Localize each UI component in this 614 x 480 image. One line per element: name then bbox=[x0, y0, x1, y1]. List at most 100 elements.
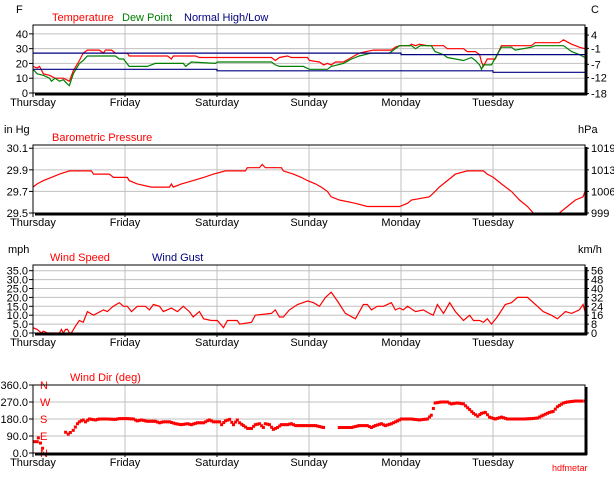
wind-right-unit: km/h bbox=[578, 244, 602, 256]
wind-dir-point bbox=[428, 415, 432, 419]
wind-dir-point bbox=[526, 417, 529, 421]
wind-dir-point bbox=[314, 424, 318, 428]
wind-dir-point bbox=[580, 399, 584, 403]
wind-dir-point bbox=[206, 419, 210, 423]
wind-dir-point bbox=[189, 423, 193, 427]
wind-dir-point bbox=[365, 424, 369, 428]
wind-dir-point bbox=[127, 417, 131, 421]
x-tick-label: Saturday bbox=[195, 97, 240, 109]
wind-dir-point bbox=[194, 421, 198, 425]
wind-dir-point bbox=[147, 419, 151, 423]
temp-left-unit: F bbox=[16, 4, 23, 16]
x-tick-label: Saturday bbox=[195, 457, 240, 469]
wind-dir-point bbox=[276, 426, 280, 429]
wind-dir-point bbox=[408, 417, 412, 421]
y-tick-label: 90.0 bbox=[7, 431, 28, 443]
x-tick-label: Sunday bbox=[290, 217, 328, 229]
x-tick-label: Tuesday bbox=[472, 337, 514, 349]
right-y-tick-label: -7 bbox=[591, 59, 601, 71]
wind-dir-point bbox=[226, 418, 230, 422]
wind-dir-point bbox=[565, 400, 569, 404]
wind-dir-point bbox=[416, 418, 420, 422]
wind-dir-point bbox=[93, 418, 97, 422]
y-tick-label: 29.5 bbox=[7, 208, 28, 220]
wind-dir-point bbox=[401, 417, 405, 421]
chart-panel-4: Thursday Friday Saturday Sunday Monday Tuesda… bbox=[0, 380, 588, 469]
compass-tick-label: E bbox=[40, 431, 47, 443]
x-tick-label: Friday bbox=[110, 217, 141, 229]
wind-dir-point bbox=[235, 418, 239, 422]
wind-dir-point bbox=[549, 410, 553, 414]
wind-dir-point bbox=[288, 422, 292, 426]
legend-temperature: Temperature bbox=[52, 12, 114, 24]
wind-dir-point bbox=[66, 432, 70, 436]
wind-dir-point bbox=[576, 399, 580, 403]
x-tick-label: Friday bbox=[110, 457, 141, 469]
wind-dir-point bbox=[515, 417, 519, 421]
wind-dir-point bbox=[553, 407, 557, 411]
wind-dir-point bbox=[104, 417, 108, 421]
wind-left-unit: mph bbox=[8, 244, 29, 256]
wind-dir-point bbox=[433, 401, 437, 405]
wind-dir-point bbox=[499, 415, 503, 419]
wind-dir-point bbox=[453, 401, 457, 405]
wind-dir-point bbox=[223, 419, 227, 423]
wind-dir-point bbox=[212, 420, 216, 424]
wind-dir-point bbox=[38, 441, 42, 445]
wind-dir-point bbox=[79, 419, 83, 423]
wind-dir-point bbox=[541, 413, 545, 417]
wind-dir-point bbox=[320, 425, 324, 429]
wind-dir-point bbox=[435, 401, 439, 405]
wind-dir-point bbox=[521, 417, 525, 421]
wind-dir-point bbox=[564, 400, 568, 404]
wind-dir-point bbox=[443, 400, 447, 404]
x-tick-label: Thursday bbox=[10, 217, 56, 229]
wind-dir-point bbox=[480, 411, 483, 415]
x-tick-label: Monday bbox=[381, 217, 421, 229]
normal-low-line bbox=[33, 68, 585, 73]
wind-dir-point bbox=[420, 418, 424, 422]
y-tick-label: 20 bbox=[16, 58, 28, 70]
wind-dir-point bbox=[305, 424, 309, 428]
wind-dir-point bbox=[460, 402, 464, 406]
wind-dir-point bbox=[388, 422, 391, 426]
wind-dir-point bbox=[451, 402, 455, 406]
wind-dir-point bbox=[378, 422, 382, 426]
wind-dir-point bbox=[145, 419, 149, 423]
legend-wind-dir: Wind Dir (deg) bbox=[70, 372, 141, 384]
wind-dir-point bbox=[439, 400, 443, 404]
y-tick-label: 0 bbox=[22, 88, 28, 100]
wind-dir-point bbox=[253, 423, 257, 427]
x-tick-label: Tuesday bbox=[472, 217, 514, 229]
wind-dir-point bbox=[359, 424, 363, 428]
wind-dir-point bbox=[68, 431, 72, 435]
wind-dir-point bbox=[81, 418, 85, 422]
y-tick-label: 29.9 bbox=[7, 165, 28, 177]
wind-dir-point bbox=[97, 417, 101, 421]
wind-dir-point bbox=[214, 420, 218, 424]
x-tick-label: Friday bbox=[110, 337, 141, 349]
compass-tick-label: W bbox=[40, 397, 51, 409]
y-tick-label: 0.0 bbox=[13, 328, 28, 340]
wind-dir-point bbox=[429, 413, 433, 417]
wind-dir-point bbox=[117, 417, 121, 421]
wind-dir-point bbox=[116, 417, 120, 421]
wind-dir-point bbox=[495, 416, 499, 420]
wind-dir-point bbox=[573, 399, 577, 403]
wind-dir-point bbox=[282, 423, 286, 427]
wind-dir-point bbox=[425, 417, 429, 421]
temperature-line bbox=[33, 39, 585, 83]
wind-dir-point bbox=[110, 417, 114, 421]
series-group bbox=[33, 39, 585, 87]
wind-dir-point bbox=[230, 420, 234, 424]
wind-speed-line bbox=[33, 291, 585, 333]
y-tick-label: 25.0 bbox=[7, 283, 28, 295]
wind-dir-point bbox=[270, 425, 274, 429]
wind-dir-point bbox=[348, 426, 352, 429]
wind-dir-point bbox=[222, 421, 226, 425]
wind-dir-point bbox=[372, 424, 376, 428]
wind-dir-point bbox=[153, 419, 157, 423]
y-tick-label: 29.7 bbox=[7, 186, 28, 198]
wind-dir-point bbox=[185, 422, 189, 426]
wind-dir-point bbox=[179, 423, 183, 427]
